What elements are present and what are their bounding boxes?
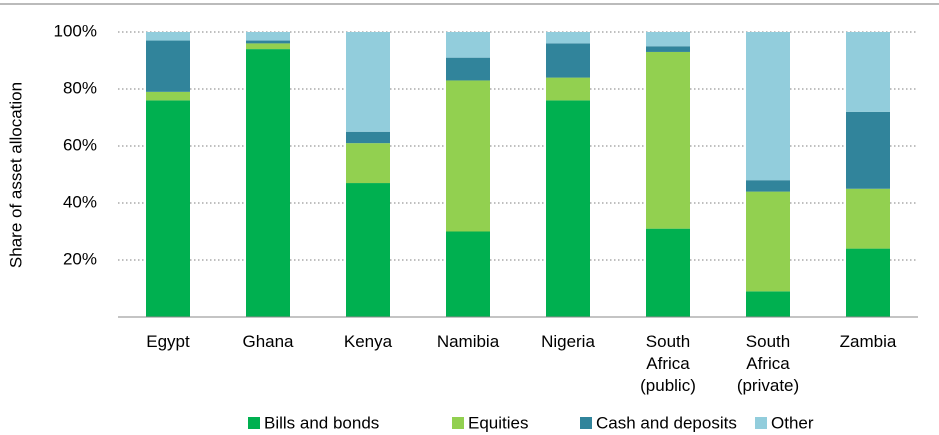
x-tick-label: Zambia <box>840 332 897 351</box>
x-tick-label: South Africa (private) <box>737 332 799 395</box>
bar-segment <box>446 231 490 317</box>
bar-segment <box>746 191 790 292</box>
bar-segment <box>546 43 590 78</box>
legend-label: Equities <box>468 413 528 432</box>
bar-segment <box>446 57 490 81</box>
bar-segment <box>346 183 390 317</box>
bar-segment <box>446 80 490 232</box>
bar-segment <box>346 143 390 184</box>
bar-segment <box>246 32 290 41</box>
bar-segment <box>146 40 190 92</box>
bar-segment <box>246 43 290 50</box>
x-tick-label: Kenya <box>344 332 393 351</box>
bar-segment <box>846 188 890 249</box>
bar-segment <box>846 248 890 317</box>
bar-segment <box>746 180 790 192</box>
y-axis-label: Share of asset allocation <box>6 82 25 268</box>
bar-segment <box>546 100 590 318</box>
y-tick-label: 80% <box>63 78 97 97</box>
bar-segment <box>246 49 290 317</box>
bar-segment <box>646 46 690 52</box>
legend-swatch <box>452 417 464 429</box>
bar-segment <box>646 51 690 229</box>
x-tick-label: South Africa (public) <box>640 332 696 395</box>
legend-swatch <box>248 417 260 429</box>
y-tick-label: 40% <box>63 192 97 211</box>
bar-segment <box>346 131 390 144</box>
bar-segment <box>646 228 690 317</box>
bar-segment <box>546 32 590 44</box>
bar-segment <box>746 32 790 181</box>
y-tick-label: 100% <box>54 21 97 40</box>
y-tick-label: 60% <box>63 135 97 154</box>
bar-segment <box>746 291 790 317</box>
bar-segment <box>546 77 590 101</box>
bar-segment <box>146 91 190 101</box>
bar-segment <box>646 32 690 47</box>
bar-segment <box>246 40 290 44</box>
x-tick-label: Namibia <box>437 332 500 351</box>
legend-label: Other <box>771 413 814 432</box>
legend-swatch <box>580 417 592 429</box>
bar-segment <box>846 32 890 112</box>
legend-swatch <box>755 417 767 429</box>
x-tick-label: Nigeria <box>541 332 595 351</box>
bar-segment <box>146 32 190 41</box>
y-tick-label: 20% <box>63 249 97 268</box>
legend-label: Cash and deposits <box>596 413 737 432</box>
bar-segment <box>146 100 190 318</box>
bar-segment <box>846 111 890 189</box>
x-tick-label: Egypt <box>146 332 190 351</box>
x-tick-label: Ghana <box>242 332 294 351</box>
bar-segment <box>446 32 490 58</box>
bar-segment <box>346 32 390 132</box>
legend-label: Bills and bonds <box>264 413 379 432</box>
